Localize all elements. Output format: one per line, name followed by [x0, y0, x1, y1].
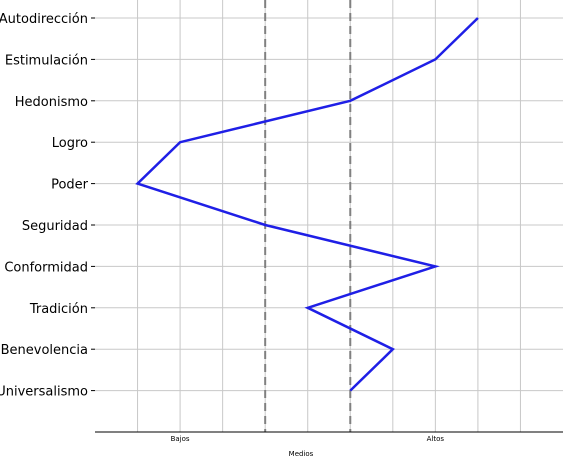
x-ticks: Bajos Altos [171, 435, 445, 443]
category-label: Universalismo [0, 385, 88, 400]
x-tick-label: Bajos [171, 435, 190, 443]
category-label: Tradición [29, 302, 88, 317]
category-label: Seguridad [22, 219, 88, 234]
x-axis-label: Medios [289, 450, 314, 458]
reference-lines [264, 0, 352, 432]
category-label: Autodirección [0, 12, 88, 27]
x-tick-label: Altos [427, 435, 445, 443]
category-label: Hedonismo [15, 95, 88, 110]
category-label: Benevolencia [1, 343, 88, 358]
grid [95, 0, 563, 432]
series-line [135, 17, 479, 392]
category-label: Poder [51, 178, 89, 193]
category-label: Logro [52, 136, 88, 151]
category-labels: Autodirección Estimulación Hedonismo Logro P… [0, 12, 95, 400]
series-lines [135, 17, 479, 392]
category-label: Conformidad [4, 260, 88, 275]
category-label: Estimulación [5, 53, 88, 68]
